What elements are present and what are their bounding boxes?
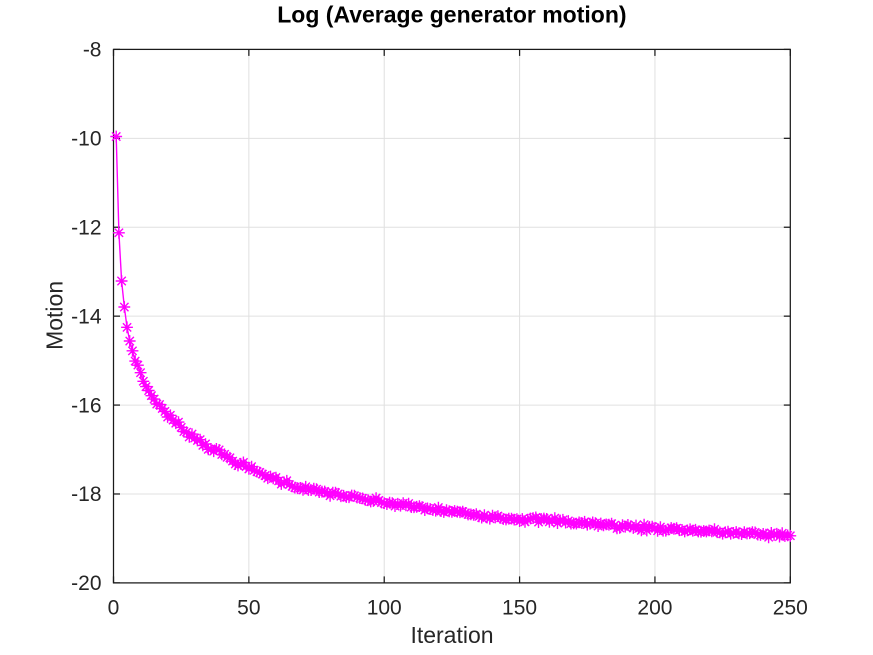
- svg-text:-16: -16: [71, 394, 101, 417]
- svg-text:Log (Average generator motion): Log (Average generator motion): [277, 2, 626, 28]
- svg-text:-8: -8: [83, 39, 102, 62]
- svg-text:200: 200: [637, 597, 672, 620]
- svg-text:-14: -14: [71, 305, 102, 328]
- svg-text:250: 250: [773, 597, 808, 620]
- svg-text:Motion: Motion: [41, 281, 67, 350]
- svg-text:-18: -18: [71, 483, 101, 506]
- svg-text:-12: -12: [71, 216, 101, 239]
- svg-text:-20: -20: [71, 572, 101, 595]
- svg-text:0: 0: [108, 597, 120, 620]
- svg-text:150: 150: [502, 597, 537, 620]
- svg-text:100: 100: [367, 597, 402, 620]
- svg-text:-10: -10: [71, 128, 101, 151]
- svg-text:50: 50: [237, 597, 260, 620]
- svg-text:Iteration: Iteration: [410, 622, 493, 648]
